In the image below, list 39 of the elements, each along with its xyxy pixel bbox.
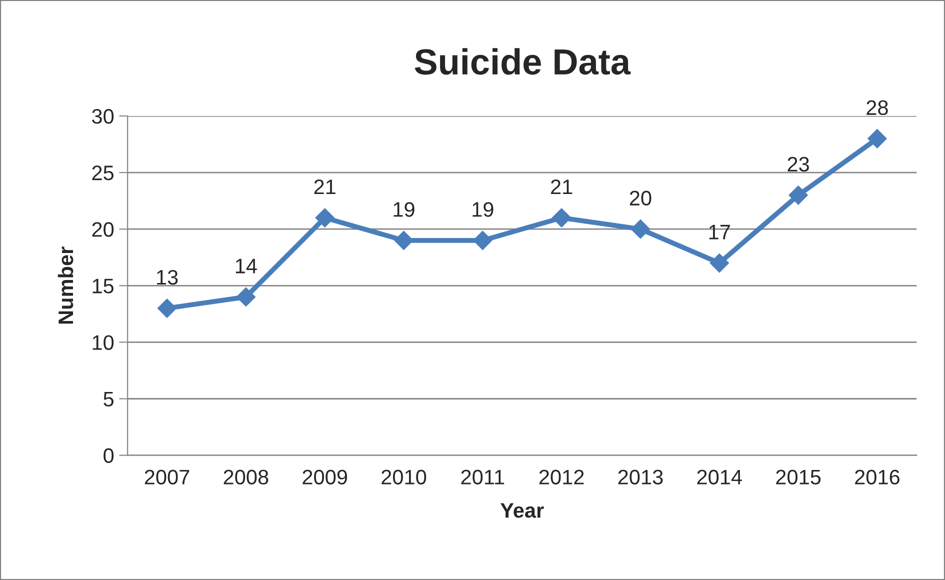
data-label: 19 [472, 202, 494, 217]
data-label: 14 [236, 258, 257, 274]
point [868, 129, 887, 148]
data-label: 19 [394, 202, 414, 217]
data-label: 20 [630, 190, 652, 206]
point [788, 186, 808, 205]
y-tick-label: 10 [92, 335, 114, 350]
point [394, 230, 414, 250]
x-tick-label: 2016 [855, 470, 900, 484]
data-label: 13 [157, 270, 178, 285]
y-axis-title: Number [58, 246, 74, 324]
point [710, 253, 729, 273]
x-tick-label: 2010 [382, 470, 426, 484]
chart-title: Suicide Data [414, 48, 631, 75]
y-tick-label: 15 [92, 278, 114, 294]
point [315, 208, 334, 228]
y-tick-label: 5 [104, 392, 114, 407]
data-label: 21 [551, 179, 572, 194]
y-tick-label: 20 [92, 222, 114, 237]
y-tick-label: 0 [104, 448, 114, 464]
point [552, 208, 572, 228]
data-label: 23 [788, 156, 809, 172]
point [630, 220, 650, 239]
data-label: 21 [314, 179, 336, 194]
x-axis-title: Year [500, 503, 544, 518]
x-tick-label: 2015 [776, 470, 821, 484]
x-tick-label: 2007 [144, 470, 190, 484]
x-tick-label: 2008 [224, 470, 268, 484]
y-tick-label: 30 [92, 109, 114, 124]
x-tick-label: 2014 [697, 470, 742, 484]
data-label: 28 [866, 100, 888, 116]
point [157, 298, 177, 318]
x-tick-label: 2011 [461, 470, 504, 484]
point [236, 287, 256, 306]
x-tick-label: 2009 [302, 470, 348, 484]
x-tick-label: 2012 [539, 470, 584, 484]
x-tick-label: 2013 [618, 470, 663, 484]
point [473, 230, 492, 250]
y-tick-label: 25 [92, 166, 114, 180]
